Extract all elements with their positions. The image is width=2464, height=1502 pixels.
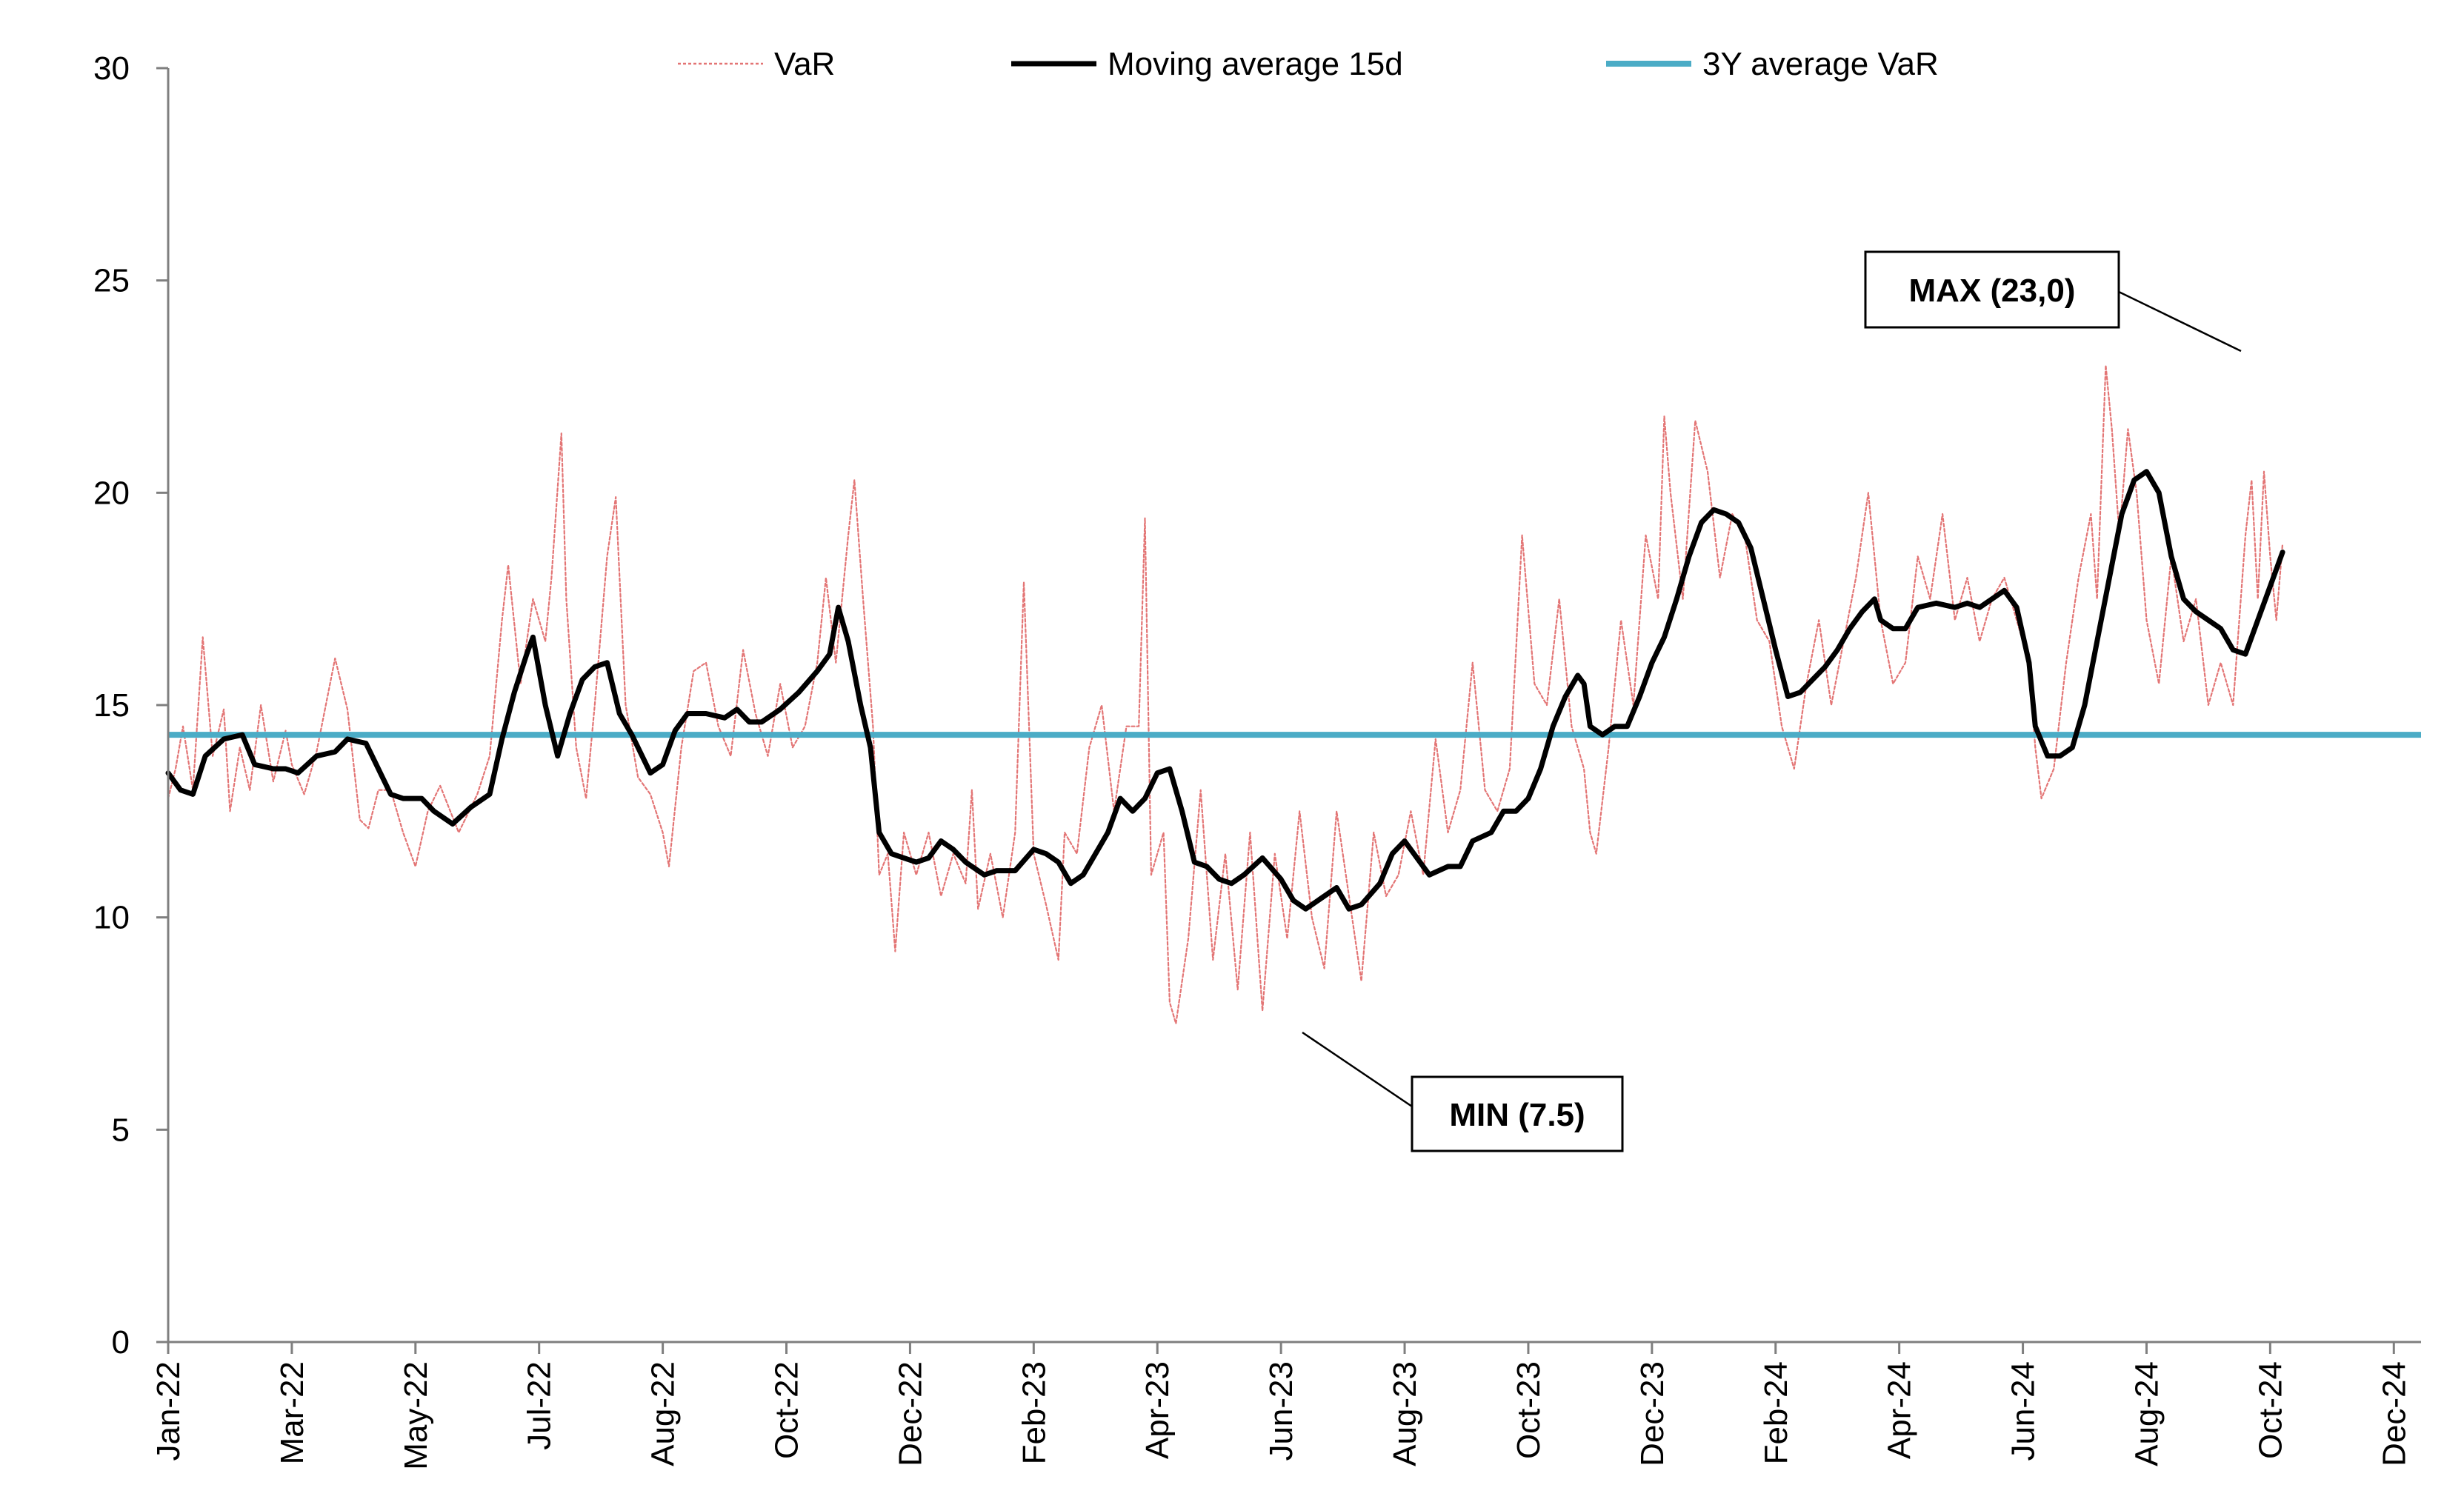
x-tick-label: Oct-22 bbox=[769, 1361, 805, 1459]
annotation-leader-line bbox=[1302, 1031, 1413, 1108]
x-tick-label: Aug-23 bbox=[1387, 1361, 1423, 1466]
x-tick-label: Jul-22 bbox=[522, 1361, 558, 1450]
y-tick-label: 30 bbox=[93, 50, 130, 87]
x-tick-label: Dec-22 bbox=[892, 1361, 928, 1466]
x-tick-label: Feb-23 bbox=[1016, 1361, 1052, 1464]
legend-label: Moving average 15d bbox=[1108, 46, 1403, 82]
x-tick-label: Mar-22 bbox=[274, 1361, 310, 1464]
axes: 0 5 10 15 20 25 30 Jan-22 Mar-22 May-22 Jul-22 Aug-… bbox=[93, 50, 2421, 1470]
x-tick-label: Jan-22 bbox=[150, 1361, 187, 1461]
x-tick-label: Dec-23 bbox=[1634, 1361, 1671, 1466]
annotation-label: MAX (23,0) bbox=[1909, 273, 2076, 309]
x-tick-label: Apr-24 bbox=[1882, 1361, 1918, 1459]
x-tick-label: Oct-24 bbox=[2252, 1361, 2288, 1459]
x-tick-label: May-22 bbox=[398, 1361, 434, 1470]
y-tick-label: 25 bbox=[93, 263, 130, 299]
y-tick-label: 10 bbox=[93, 900, 130, 936]
annotations: MAX (23,0) MIN (7.5) bbox=[1302, 250, 2242, 1152]
series-line-moving-average-15d bbox=[165, 469, 2285, 912]
x-tick-label: Aug-22 bbox=[645, 1361, 682, 1466]
annotation-leader-line bbox=[2117, 290, 2242, 353]
legend-label: VaR bbox=[774, 46, 835, 82]
legend: VaR Moving average 15d 3Y average VaR bbox=[678, 46, 1939, 82]
x-tick-label: Apr-23 bbox=[1139, 1361, 1176, 1459]
y-tick-label: 5 bbox=[112, 1112, 130, 1148]
series-line-var bbox=[167, 364, 2284, 1025]
x-tick-label: Jun-23 bbox=[1263, 1361, 1299, 1461]
legend-label: 3Y average VaR bbox=[1702, 46, 1939, 82]
annotation-box bbox=[1864, 250, 2120, 329]
x-tick-label: Aug-24 bbox=[2128, 1361, 2165, 1466]
plot-area bbox=[165, 364, 2421, 1025]
x-tick-label: Dec-24 bbox=[2376, 1361, 2412, 1466]
annotation-box bbox=[1411, 1075, 1624, 1152]
annotation-label: MIN (7.5) bbox=[1449, 1097, 1585, 1133]
y-tick-label: 15 bbox=[93, 687, 130, 724]
x-tick-label: Jun-24 bbox=[2005, 1361, 2042, 1461]
y-tick-label: 20 bbox=[93, 475, 130, 511]
x-tick-label: Oct-23 bbox=[1511, 1361, 1547, 1459]
x-tick-label: Feb-24 bbox=[1758, 1361, 1794, 1464]
y-tick-label: 0 bbox=[112, 1324, 130, 1361]
